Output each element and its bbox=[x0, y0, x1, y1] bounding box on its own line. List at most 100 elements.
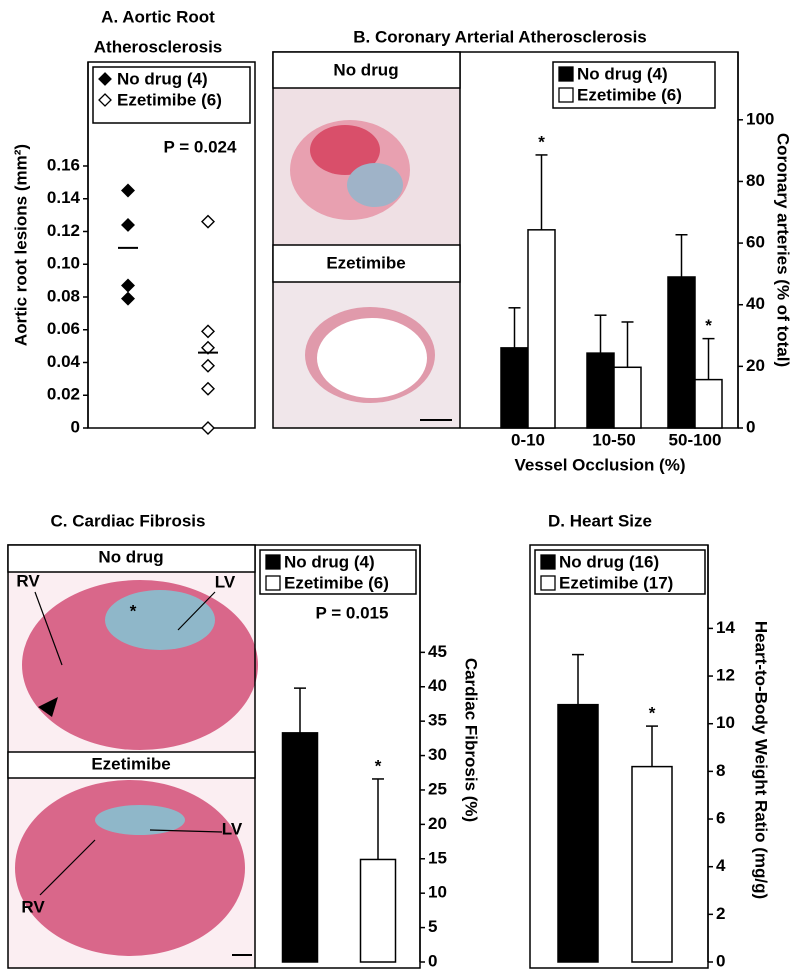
y-tick-label: 10 bbox=[716, 713, 735, 732]
data-point bbox=[121, 291, 135, 306]
legend-box bbox=[259, 549, 417, 595]
y-axis-label: Heart-to-Body Weight Ratio (mg/g) bbox=[752, 621, 771, 899]
legend-marker bbox=[540, 575, 556, 591]
y-tick-label: 100 bbox=[746, 109, 774, 128]
bar bbox=[557, 703, 599, 963]
heart-section bbox=[15, 780, 245, 956]
data-point bbox=[201, 381, 215, 396]
label-box bbox=[272, 244, 461, 283]
legend-label: No drug (4) bbox=[284, 552, 375, 571]
image-label: Ezetimibe bbox=[91, 754, 170, 773]
vessel-lumen bbox=[317, 318, 427, 398]
legend-box bbox=[534, 549, 706, 595]
image-annotation: RV bbox=[16, 571, 40, 590]
panel-frame bbox=[529, 544, 709, 969]
data-point bbox=[201, 214, 215, 229]
y-tick-label: 60 bbox=[746, 233, 765, 252]
arrow bbox=[34, 591, 63, 666]
y-tick-label: 0.12 bbox=[47, 221, 80, 240]
bar bbox=[500, 347, 529, 429]
vessel-lesion bbox=[310, 125, 380, 175]
y-tick-label: 45 bbox=[428, 642, 447, 661]
legend-marker bbox=[265, 554, 281, 570]
legend-label: No drug (4) bbox=[117, 69, 208, 88]
y-tick-label: 0 bbox=[746, 417, 755, 436]
significance: * bbox=[705, 316, 712, 335]
image-label: Ezetimibe bbox=[326, 253, 405, 272]
legend-label: No drug (16) bbox=[559, 552, 659, 571]
micrographs-b bbox=[273, 88, 460, 428]
p-value: P = 0.015 bbox=[316, 603, 389, 622]
data-point bbox=[201, 324, 215, 339]
arrow bbox=[39, 839, 96, 896]
significance: * bbox=[649, 704, 656, 723]
data-point bbox=[201, 358, 215, 373]
legend-label: No drug (4) bbox=[577, 64, 668, 83]
y-axis-label: Aortic root lesions (mm²) bbox=[11, 144, 30, 346]
data-point bbox=[121, 183, 135, 198]
legend-box bbox=[92, 66, 251, 124]
label-box bbox=[7, 544, 256, 573]
y-tick-label: 8 bbox=[716, 761, 725, 780]
significance: * bbox=[375, 756, 382, 775]
data-point bbox=[201, 421, 215, 435]
image-label: No drug bbox=[333, 60, 398, 79]
y-tick-label: 20 bbox=[746, 356, 765, 375]
y-tick-label: 20 bbox=[428, 814, 447, 833]
panel-title: Atherosclerosis bbox=[94, 37, 223, 56]
p-value: P = 0.024 bbox=[164, 137, 237, 156]
legend-marker bbox=[265, 575, 281, 591]
legend-marker bbox=[558, 87, 574, 103]
image-label: No drug bbox=[98, 547, 163, 566]
y-tick-label: 2 bbox=[716, 904, 725, 923]
legend-label: Ezetimibe (6) bbox=[284, 573, 389, 592]
bar bbox=[586, 352, 615, 429]
y-tick-label: 30 bbox=[428, 745, 447, 764]
y-axis-label: Coronary arteries (% of total) bbox=[774, 133, 793, 367]
y-tick-label: 6 bbox=[716, 809, 725, 828]
legend-marker bbox=[98, 72, 112, 86]
micrographs-c bbox=[8, 572, 258, 968]
bar bbox=[631, 765, 673, 963]
legend-marker bbox=[558, 66, 574, 82]
bar bbox=[694, 378, 723, 429]
y-tick-label: 14 bbox=[716, 618, 735, 637]
bar bbox=[667, 276, 696, 429]
data-point bbox=[121, 217, 135, 232]
image-annotation: LV bbox=[222, 819, 243, 838]
y-tick-label: 40 bbox=[428, 676, 447, 695]
x-tick-label: 10-50 bbox=[592, 430, 635, 449]
legend-label: Ezetimibe (17) bbox=[559, 573, 673, 592]
y-tick-label: 35 bbox=[428, 711, 447, 730]
arrow bbox=[177, 591, 216, 631]
y-tick-label: 0.04 bbox=[47, 352, 81, 371]
y-tick-label: 0.16 bbox=[47, 155, 80, 174]
y-tick-label: 25 bbox=[428, 779, 447, 798]
y-tick-label: 5 bbox=[428, 917, 437, 936]
legend-box bbox=[552, 61, 716, 109]
data-point bbox=[201, 340, 215, 355]
data-point bbox=[121, 278, 135, 293]
panel-title: A. Aortic Root bbox=[101, 7, 215, 26]
y-tick-label: 0 bbox=[71, 417, 80, 436]
panel-title: D. Heart Size bbox=[548, 511, 652, 530]
y-tick-label: 80 bbox=[746, 171, 765, 190]
legend-marker bbox=[98, 93, 112, 107]
panel-title: B. Coronary Arterial Atherosclerosis bbox=[353, 27, 647, 46]
bar bbox=[281, 732, 319, 963]
panel-title: C. Cardiac Fibrosis bbox=[51, 511, 206, 530]
label-box bbox=[272, 51, 461, 89]
y-tick-label: 0 bbox=[716, 951, 725, 970]
y-tick-label: 0.10 bbox=[47, 254, 80, 273]
y-tick-label: 0 bbox=[428, 951, 437, 970]
bar bbox=[359, 858, 397, 963]
y-tick-label: 40 bbox=[746, 294, 765, 313]
arrow bbox=[149, 829, 223, 833]
y-tick-label: 0.02 bbox=[47, 385, 80, 404]
legend-label: Ezetimibe (6) bbox=[117, 90, 222, 109]
fibrosis bbox=[105, 590, 215, 650]
label-box bbox=[7, 751, 256, 779]
image-annotation: * bbox=[130, 601, 137, 620]
fibrosis bbox=[95, 805, 185, 835]
